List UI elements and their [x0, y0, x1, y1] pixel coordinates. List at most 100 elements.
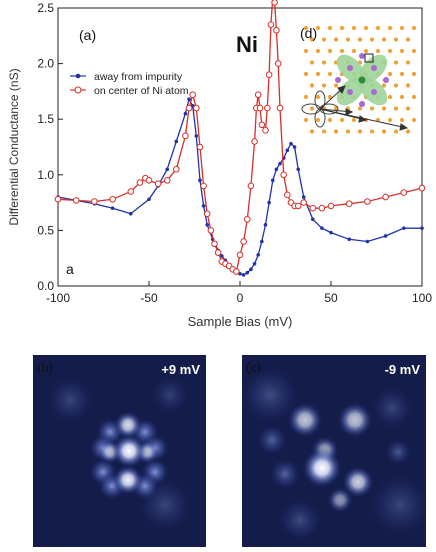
data-point — [267, 21, 275, 28]
data-point — [278, 161, 282, 166]
oxygen-site — [309, 60, 315, 65]
oxygen-site — [309, 106, 315, 111]
data-point — [136, 179, 144, 186]
oxygen-site — [339, 117, 345, 123]
oxygen-site — [303, 71, 309, 77]
data-point — [420, 226, 424, 230]
oxygen-site — [303, 48, 309, 54]
oxygen-site — [411, 48, 417, 54]
oxygen-site — [405, 129, 411, 134]
element-label: Ni — [236, 32, 258, 57]
x-tick-label: 100 — [412, 291, 432, 305]
data-point — [256, 253, 261, 257]
oxygen-site — [333, 129, 339, 134]
y-axis-label: Differential Conductance (nS) — [7, 68, 21, 225]
x-tick-label: 0 — [237, 291, 244, 305]
data-point — [233, 268, 240, 275]
oxygen-site — [321, 129, 327, 134]
oxygen-site — [303, 117, 309, 123]
oxygen-site — [315, 71, 321, 77]
data-point — [163, 177, 171, 184]
data-point — [54, 195, 62, 203]
data-point — [249, 267, 253, 272]
map-label-c: (c) — [246, 360, 261, 375]
oxygen-site — [357, 37, 363, 42]
map-bias-c: -9 mV — [385, 362, 421, 377]
selected-site-box — [364, 53, 374, 63]
oxygen-site — [411, 71, 417, 77]
data-point — [260, 239, 264, 244]
map-bias-b: +9 mV — [161, 362, 200, 377]
data-point — [189, 91, 196, 99]
data-point — [383, 234, 388, 238]
data-point — [241, 273, 246, 277]
data-point — [265, 71, 273, 79]
data-point — [311, 217, 315, 222]
legend-label-away: away from impurity — [94, 71, 183, 83]
data-point — [382, 193, 389, 201]
data-point — [284, 191, 291, 199]
data-point — [203, 210, 211, 218]
data-point — [243, 215, 251, 223]
oxygen-site — [327, 71, 333, 77]
legend-marker-ni — [74, 86, 82, 94]
oxygen-site — [375, 25, 381, 31]
oxygen-site — [411, 25, 417, 31]
oxygen-site — [357, 106, 363, 111]
data-point — [185, 104, 193, 112]
oxygen-site — [405, 60, 411, 65]
vector-arrows — [319, 85, 409, 131]
oxygen-site — [405, 106, 411, 111]
data-point — [240, 238, 247, 245]
data-point — [402, 226, 406, 230]
oxygen-site — [315, 94, 321, 100]
data-point — [262, 127, 269, 134]
data-point — [294, 202, 302, 210]
lattice-dots — [303, 25, 417, 134]
data-point — [183, 111, 188, 116]
data-point — [318, 204, 326, 212]
data-point — [110, 206, 115, 210]
oxygen-site — [381, 106, 387, 111]
corner-label-a: a — [66, 261, 74, 277]
oxygen-site — [405, 37, 411, 42]
y-tick-label: 0.5 — [37, 223, 54, 237]
oxygen-site — [303, 94, 309, 100]
data-point — [201, 204, 206, 208]
data-point — [329, 230, 333, 235]
data-point — [285, 148, 290, 153]
data-point — [347, 237, 352, 242]
oxygen-site — [411, 117, 417, 123]
data-point — [256, 104, 264, 112]
data-point — [251, 138, 258, 145]
oxygen-site — [327, 48, 333, 54]
data-point — [254, 91, 262, 99]
data-point — [365, 239, 370, 244]
oxygen-site — [339, 48, 345, 54]
data-point — [301, 195, 306, 199]
oxygen-site — [387, 71, 393, 77]
data-point — [211, 240, 218, 248]
oxygen-site — [363, 25, 369, 31]
data-point — [127, 188, 135, 195]
oxygen-site — [381, 37, 387, 42]
data-point — [280, 171, 287, 179]
oxygen-site — [399, 25, 405, 31]
oxygen-site — [393, 37, 399, 42]
oxygen-site — [369, 129, 375, 134]
stm-map-b: (b) +9 mV — [33, 355, 206, 547]
oxygen-site — [399, 117, 405, 123]
data-point — [200, 182, 207, 190]
inset-lattice: (d) — [300, 22, 420, 140]
x-axis-ticks: -100 -50 0 50 100 — [46, 281, 432, 305]
data-point — [196, 143, 204, 151]
data-point — [292, 145, 297, 149]
data-point — [207, 227, 215, 234]
data-point — [109, 195, 116, 203]
oxygen-site — [381, 129, 387, 134]
oxygen-site — [333, 83, 339, 88]
oxygen-site — [315, 25, 321, 31]
x-tick-label: -50 — [140, 291, 158, 305]
oxygen-site — [309, 129, 315, 134]
oxygen-site — [321, 83, 327, 88]
